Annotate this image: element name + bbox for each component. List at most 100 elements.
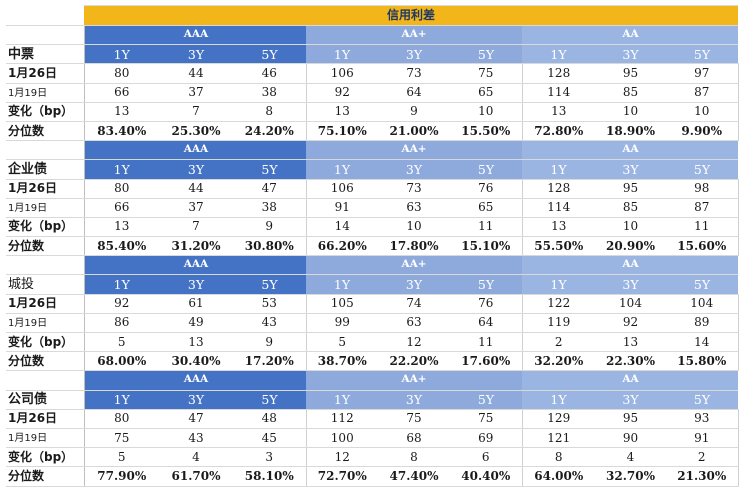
rating-header-row: AAA AA+ AA [6, 24, 738, 46]
change-row: 变化（bp） 13 7 9 14 10 11 13 10 11 [6, 216, 739, 238]
value-cell: 12 [378, 331, 450, 353]
value-cell: 47 [159, 408, 233, 429]
tenor-cell: 1Y [306, 389, 378, 410]
tenor-header-row: 企业债 1Y 3Y 5Y 1Y 3Y 5Y 1Y 3Y 5Y [6, 159, 738, 180]
value-cell: 66 [84, 82, 159, 103]
tenor-cell: 5Y [233, 389, 306, 410]
rating-cell [84, 370, 159, 391]
value-cell: 15.50% [450, 120, 523, 142]
tenor-cell: 5Y [450, 159, 522, 180]
value-cell: 11 [666, 216, 739, 238]
value-cell: 5 [306, 331, 378, 353]
row-label-cell: 1月19日 [6, 82, 85, 103]
value-cell: 64 [450, 312, 523, 334]
rating-cell: AAA [159, 370, 233, 391]
section-name-cell: 城投 [6, 274, 85, 295]
rating-cell [666, 140, 738, 161]
value-cell: 9 [378, 101, 450, 122]
tenor-cell: 1Y [306, 159, 378, 180]
value-cell: 80 [84, 178, 159, 199]
row-label-cell: 变化（bp） [6, 216, 85, 238]
rating-cell: AA [595, 140, 666, 161]
tenor-header-row: 中票 1Y 3Y 5Y 1Y 3Y 5Y 1Y 3Y 5Y [6, 44, 738, 65]
value-cell: 85 [595, 197, 666, 218]
row-label-cell: 1月19日 [6, 197, 85, 218]
row-label-cell: 变化（bp） [6, 447, 85, 468]
value-cell: 10 [378, 216, 450, 238]
value-cell: 91 [666, 427, 739, 449]
rating-cell: AA+ [378, 140, 450, 161]
tenor-cell: 1Y [84, 389, 159, 410]
current-spread-row: 1月26日 80 44 47 106 73 76 128 95 98 [6, 178, 739, 199]
value-cell: 11 [450, 331, 523, 353]
row-label: 分位数 [8, 468, 45, 483]
value-cell: 92 [595, 312, 666, 334]
value-cell: 99 [306, 312, 378, 334]
tenor-cell: 5Y [450, 274, 522, 295]
value-cell: 17.20% [233, 351, 307, 372]
rating-header-row: AAA AA+ AA [6, 140, 738, 161]
row-label-cell: 1月19日 [6, 312, 85, 334]
section-name: 企业债 [8, 161, 48, 177]
value-cell: 65 [450, 197, 523, 218]
row-label-cell: 1月26日 [6, 293, 85, 314]
tenor-cell: 3Y [378, 389, 450, 410]
value-cell: 13 [522, 101, 595, 122]
value-cell: 21.00% [378, 120, 450, 142]
value-cell: 76 [450, 293, 523, 314]
value-cell: 75 [450, 408, 523, 429]
rating-cell [84, 255, 159, 276]
rating-cell: AA+ [378, 255, 450, 276]
tenor-cell: 3Y [378, 274, 450, 295]
value-cell: 15.60% [666, 236, 739, 257]
rating-header-row: AAA AA+ AA [6, 255, 738, 276]
value-cell: 73 [378, 63, 450, 84]
value-cell: 93 [666, 408, 739, 429]
value-cell: 75 [378, 408, 450, 429]
row-label: 变化（bp） [8, 219, 74, 234]
value-cell: 13 [84, 216, 159, 238]
value-cell: 65 [450, 82, 523, 103]
value-cell: 87 [666, 82, 739, 103]
value-cell: 31.20% [159, 236, 233, 257]
value-cell: 87 [666, 197, 739, 218]
tenor-cell: 5Y [666, 44, 738, 65]
value-cell: 72.80% [522, 120, 595, 142]
value-cell: 2 [666, 447, 739, 468]
row-label-cell: 1月26日 [6, 408, 85, 429]
row-label: 1月19日 [8, 87, 48, 99]
value-cell: 18.90% [595, 120, 666, 142]
rating-cell [306, 140, 378, 161]
value-cell: 8 [378, 447, 450, 468]
row-label: 1月19日 [8, 202, 48, 214]
rating-cell [306, 24, 378, 46]
value-cell: 122 [522, 293, 595, 314]
tenor-cell: 5Y [450, 389, 522, 410]
value-cell: 74 [378, 293, 450, 314]
value-cell: 61 [159, 293, 233, 314]
tenor-cell: 5Y [666, 274, 738, 295]
value-cell: 43 [233, 312, 307, 334]
value-cell: 68.00% [84, 351, 159, 372]
value-cell: 55.50% [522, 236, 595, 257]
tenor-cell: 5Y [233, 44, 306, 65]
value-cell: 86 [84, 312, 159, 334]
tenor-cell: 5Y [666, 389, 738, 410]
previous-spread-row: 1月19日 86 49 43 99 63 64 119 92 89 [6, 312, 739, 334]
value-cell: 114 [522, 82, 595, 103]
row-label: 变化（bp） [8, 449, 74, 464]
value-cell: 100 [306, 427, 378, 449]
rating-cell [84, 140, 159, 161]
value-cell: 104 [666, 293, 739, 314]
rating-cell [450, 370, 522, 391]
value-cell: 32.70% [595, 466, 666, 487]
value-cell: 2 [522, 331, 595, 353]
tenor-cell: 1Y [84, 44, 159, 65]
tenor-cell: 1Y [84, 159, 159, 180]
rating-cell: AAA [159, 24, 233, 46]
value-cell: 22.30% [595, 351, 666, 372]
row-label-cell: 1月26日 [6, 63, 85, 84]
value-cell: 37 [159, 82, 233, 103]
change-row: 变化（bp） 13 7 8 13 9 10 13 10 10 [6, 101, 739, 122]
value-cell: 128 [522, 178, 595, 199]
